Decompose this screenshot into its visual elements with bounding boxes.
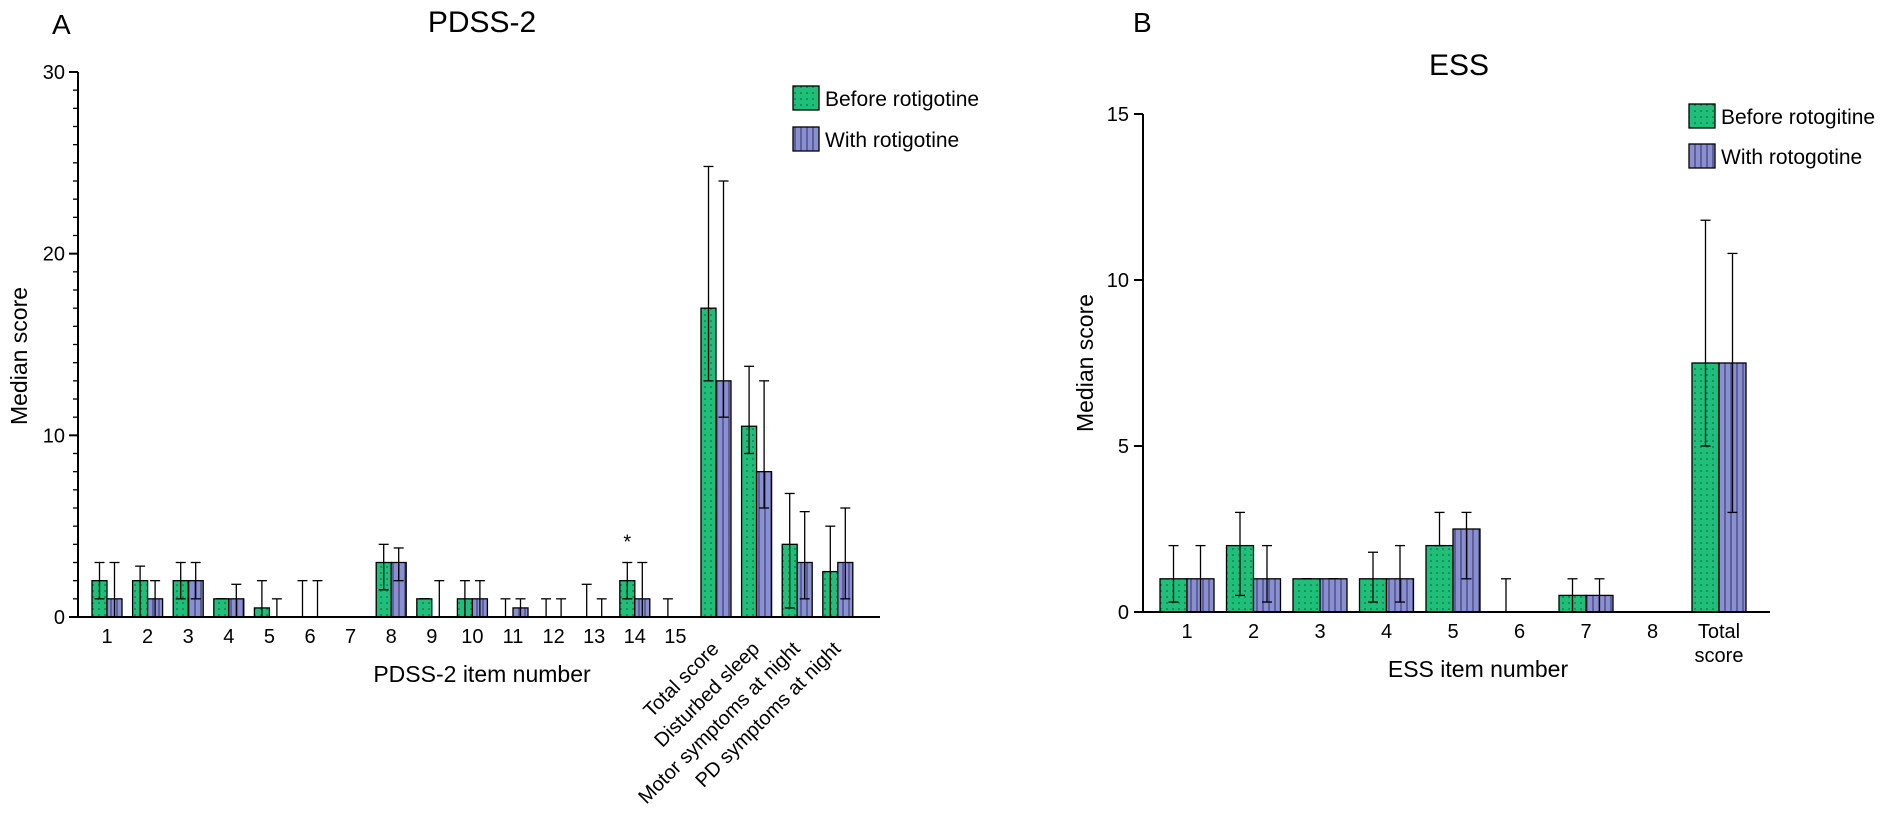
pA-x-tick-label: Motor symptoms at night bbox=[634, 638, 805, 809]
pB-y-tick-label: 10 bbox=[1107, 270, 1129, 292]
pA-y-tick-label: 30 bbox=[43, 62, 65, 84]
pA-x-tick-label: 7 bbox=[345, 626, 356, 648]
pB-x-tick-label: 2 bbox=[1248, 621, 1259, 643]
panel-a-bars bbox=[91, 307, 854, 618]
pB-x-tick-label: 5 bbox=[1447, 621, 1458, 643]
pA-x-tick-label: 14 bbox=[624, 626, 646, 648]
pA-x-tick-label: 15 bbox=[664, 626, 686, 648]
pA-y-tick-label: 10 bbox=[43, 425, 65, 447]
pA-x-tick-label: 10 bbox=[461, 626, 483, 648]
pB-x-tick-label: 3 bbox=[1314, 621, 1325, 643]
pB-x-tick-label: 6 bbox=[1514, 621, 1525, 643]
panel-a-y-axis-label: Median score bbox=[6, 287, 32, 425]
pA-y-tick-label: 0 bbox=[54, 607, 65, 629]
panel-a-x-axis-label: PDSS-2 item number bbox=[373, 661, 591, 687]
panel-b-y-axis-label: Median score bbox=[1072, 294, 1098, 432]
panel-a-axes bbox=[77, 72, 880, 618]
pA-x-tick-label: 2 bbox=[142, 626, 153, 648]
panel-b-title: ESS bbox=[1429, 49, 1489, 82]
pA-x-tick-label: 12 bbox=[542, 626, 564, 648]
pB-x-tick-label: 1 bbox=[1181, 621, 1192, 643]
panel-a: A PDSS-2 Median score PDSS-2 item number… bbox=[6, 6, 979, 808]
panel-b-legend-label-with: With rotogotine bbox=[1721, 146, 1862, 169]
pB-y-tick-label: 0 bbox=[1118, 602, 1129, 624]
panel-b-legend-swatch-with bbox=[1688, 143, 1716, 169]
panel-b-bars bbox=[1159, 362, 1747, 613]
pA-y-tick-label: 20 bbox=[43, 244, 65, 266]
panel-b-x-axis-label: ESS item number bbox=[1388, 656, 1569, 682]
pA-significance-marker: * bbox=[623, 532, 631, 554]
pB-bar-with bbox=[1319, 578, 1348, 613]
panel-a-legend-label-with: With rotigotine bbox=[825, 129, 959, 152]
pA-x-tick-label: 1 bbox=[101, 626, 112, 648]
pA-x-tick-label: 9 bbox=[426, 626, 437, 648]
pA-x-tick-label: 4 bbox=[223, 626, 234, 648]
pB-x-tick-label: score bbox=[1695, 645, 1744, 667]
panel-b-error-bars bbox=[1168, 219, 1738, 612]
panel-a-legend-swatch-before bbox=[792, 85, 820, 111]
pB-x-tick-label: 8 bbox=[1647, 621, 1658, 643]
panel-a-error-bars: * bbox=[94, 165, 851, 617]
panel-a-title: PDSS-2 bbox=[428, 6, 536, 39]
panel-a-label: A bbox=[52, 9, 71, 40]
pA-x-tick-label: 11 bbox=[503, 626, 524, 648]
pA-bar-before bbox=[416, 598, 433, 618]
pA-x-tick-label: 3 bbox=[183, 626, 194, 648]
panel-b-legend-label-before: Before rotogitine bbox=[1721, 106, 1875, 129]
pB-x-tick-label: 4 bbox=[1381, 621, 1392, 643]
panel-b-legend-swatch-before bbox=[1688, 103, 1716, 129]
panel-b-y-axis-ticks: 0 5 10 15 bbox=[1107, 104, 1143, 624]
pA-x-tick-label: 6 bbox=[304, 626, 315, 648]
pA-x-tick-label: 13 bbox=[583, 626, 605, 648]
panel-a-legend-label-before: Before rotigotine bbox=[825, 88, 979, 111]
pA-x-tick-label: 8 bbox=[386, 626, 397, 648]
panel-b-label: B bbox=[1133, 7, 1152, 38]
pB-y-tick-label: 5 bbox=[1118, 436, 1129, 458]
pA-bar-before bbox=[740, 425, 758, 618]
panel-b-axes bbox=[1142, 114, 1770, 613]
panel-b: B ESS Median score ESS item number 0 5 10 1… bbox=[1072, 7, 1875, 682]
pA-x-tick-label: 5 bbox=[264, 626, 275, 648]
pA-bar-before bbox=[213, 598, 230, 618]
pB-bar-before bbox=[1292, 578, 1321, 613]
panel-a-legend: Before rotigotine With rotigotine bbox=[792, 85, 979, 152]
panel-a-legend-swatch-with bbox=[792, 126, 820, 152]
panel-a-y-axis-ticks: 0 10 20 30 bbox=[43, 62, 78, 629]
pB-x-tick-label: 7 bbox=[1580, 621, 1591, 643]
panel-b-legend: Before rotogitine With rotogotine bbox=[1688, 103, 1875, 169]
pB-bar-before bbox=[1425, 544, 1454, 613]
pB-x-tick-label: Total bbox=[1698, 621, 1740, 643]
pB-y-tick-label: 15 bbox=[1107, 104, 1129, 126]
